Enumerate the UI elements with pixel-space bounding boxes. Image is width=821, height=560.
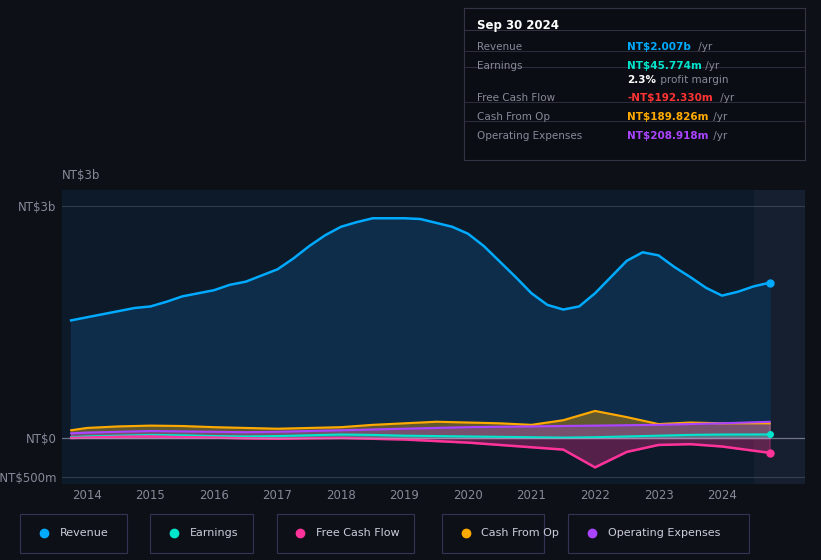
- Text: /yr: /yr: [710, 112, 727, 122]
- Text: /yr: /yr: [695, 41, 712, 52]
- Text: NT$45.774m: NT$45.774m: [627, 60, 702, 71]
- Bar: [21, 514, 126, 553]
- Text: Operating Expenses: Operating Expenses: [478, 131, 583, 141]
- Text: Free Cash Flow: Free Cash Flow: [316, 529, 400, 538]
- Text: Cash From Op: Cash From Op: [481, 529, 559, 538]
- Text: -NT$192.330m: -NT$192.330m: [627, 93, 713, 103]
- Text: /yr: /yr: [718, 93, 735, 103]
- Text: NT$3b: NT$3b: [62, 169, 100, 182]
- Bar: [754, 190, 805, 484]
- Bar: [568, 514, 750, 553]
- Text: NT$2.007b: NT$2.007b: [627, 41, 691, 52]
- Text: /yr: /yr: [710, 131, 727, 141]
- Text: Sep 30 2024: Sep 30 2024: [478, 19, 559, 32]
- Text: /yr: /yr: [702, 60, 720, 71]
- Text: Operating Expenses: Operating Expenses: [608, 529, 720, 538]
- Text: NT$189.826m: NT$189.826m: [627, 112, 709, 122]
- Text: Revenue: Revenue: [478, 41, 523, 52]
- Text: NT$208.918m: NT$208.918m: [627, 131, 709, 141]
- Text: Revenue: Revenue: [60, 529, 108, 538]
- Bar: [150, 514, 253, 553]
- Text: 2.3%: 2.3%: [627, 75, 657, 85]
- Text: Free Cash Flow: Free Cash Flow: [478, 93, 556, 103]
- Text: profit margin: profit margin: [658, 75, 729, 85]
- Bar: [277, 514, 415, 553]
- Bar: [442, 514, 544, 553]
- Text: Cash From Op: Cash From Op: [478, 112, 551, 122]
- Text: Earnings: Earnings: [478, 60, 523, 71]
- Text: Earnings: Earnings: [190, 529, 238, 538]
